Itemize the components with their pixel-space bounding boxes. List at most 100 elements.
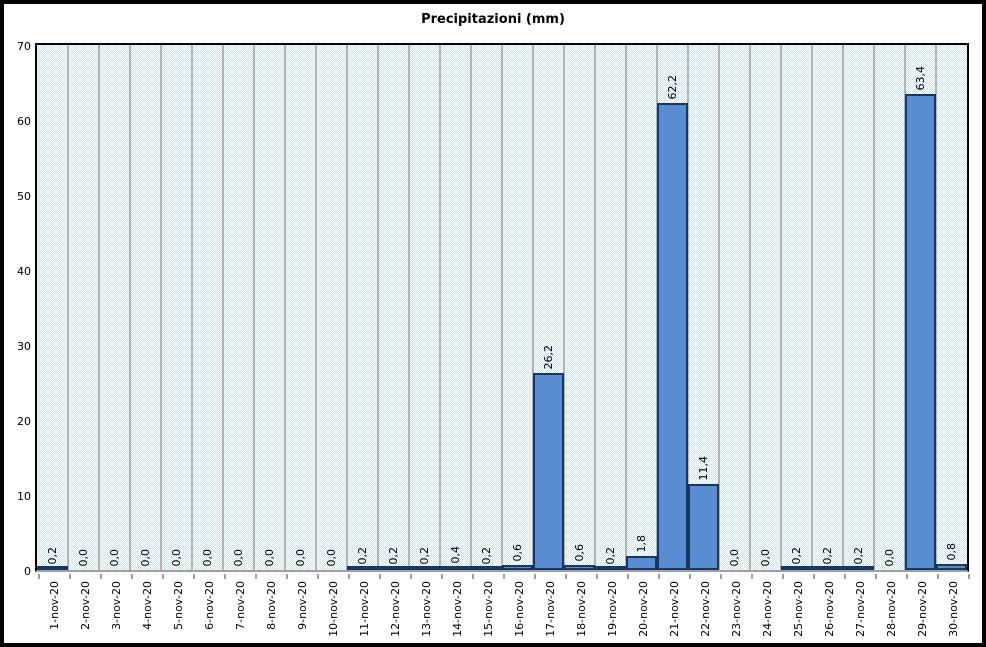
plot-area: 0,2 0,0 0,0 0,0 0,0 0,0 0,0 0,0 0,0 0,0 0,2 0,2 0,2 0… [35,43,969,572]
x-tick-label: 28-nov-20 [876,581,907,643]
x-tick-text: 24-nov-20 [760,581,774,637]
bar [626,556,657,570]
x-tick-text: 2-nov-20 [78,581,92,630]
axis-tick [813,574,815,579]
bar-value-label: 0,4 [440,453,471,564]
axis-tick [844,574,846,579]
bar-value-text: 0,0 [293,548,307,567]
bar-value-text: 0,0 [324,548,338,567]
chart-title: Precipitazioni (mm) [421,12,565,27]
gridline [408,45,410,570]
bar-value-label: 0,2 [378,454,409,565]
bar-value-label: 1,8 [626,442,657,553]
x-tick-text: 28-nov-20 [884,581,898,637]
bar [502,565,533,570]
bar-value-label: 26,2 [533,259,564,370]
bar-value-text: 0,2 [603,546,617,565]
axis-tick [224,574,226,579]
x-tick-label: 17-nov-20 [535,581,566,643]
x-tick-text: 19-nov-20 [605,581,619,637]
gridline [67,45,69,570]
gridline [935,45,937,570]
bar-value-label: 0,2 [409,454,440,565]
x-tick-text: 17-nov-20 [543,581,557,637]
x-tick-text: 8-nov-20 [264,581,278,630]
bar-value-label: 0,2 [812,454,843,565]
x-tick-text: 23-nov-20 [729,581,743,637]
gridline [594,45,596,570]
bar-value-text: 1,8 [634,534,648,553]
bar-value-text: 0,2 [479,546,493,565]
x-tick-label: 22-nov-20 [690,581,721,643]
x-tick-label: 15-nov-20 [473,581,504,643]
x-tick-text: 1-nov-20 [47,581,61,630]
bar-value-text: 0,0 [138,548,152,567]
y-tick-label: 30 [17,340,31,353]
bar-value-label: 0,0 [99,456,130,567]
gridline [315,45,317,570]
bar-value-label: 0,2 [471,454,502,565]
bar-value-label: 0,0 [130,456,161,567]
x-tick-text: 18-nov-20 [574,581,588,637]
axis-tick [255,574,257,579]
gridline [873,45,875,570]
bar [37,566,68,570]
axis-tick [131,574,133,579]
axis-tick [596,574,598,579]
bar-value-text: 0,2 [355,546,369,565]
bar-value-label: 0,0 [750,456,781,567]
x-tick-label: 10-nov-20 [318,581,349,643]
x-tick-text: 22-nov-20 [698,581,712,637]
x-tick-label: 4-nov-20 [132,581,163,643]
bar-value-label: 0,2 [595,454,626,565]
axis-tick [627,574,629,579]
gridline [129,45,131,570]
axis-tick [317,574,319,579]
bar-value-text: 0,0 [262,548,276,567]
bar [533,373,564,570]
x-tick-text: 20-nov-20 [636,581,650,637]
bar-value-label: 0,0 [719,456,750,567]
gridline [377,45,379,570]
x-tick-text: 21-nov-20 [667,581,681,637]
bar-value-text: 0,2 [820,546,834,565]
bar [657,103,688,570]
x-tick-label: 21-nov-20 [659,581,690,643]
gridline [563,45,565,570]
bar-value-label: 0,2 [347,454,378,565]
bar [843,566,874,570]
x-tick-label: 11-nov-20 [349,581,380,643]
bar-value-label: 0,2 [843,454,874,565]
axis-tick [503,574,505,579]
bar-value-text: 63,4 [913,65,927,91]
gridline [191,45,193,570]
x-tick-text: 14-nov-20 [450,581,464,637]
gridline [346,45,348,570]
y-tick-label: 50 [17,190,31,203]
x-tick-text: 6-nov-20 [202,581,216,630]
x-tick-label: 26-nov-20 [814,581,845,643]
bar-value-text: 0,0 [727,548,741,567]
x-tick-text: 9-nov-20 [295,581,309,630]
bar-value-text: 0,0 [169,548,183,567]
axis-tick [193,574,195,579]
x-tick-text: 16-nov-20 [512,581,526,637]
bar-value-label: 0,0 [254,456,285,567]
bar-value-text: 0,0 [231,548,245,567]
axis-tick [286,574,288,579]
bar [440,566,471,570]
x-tick-label: 6-nov-20 [194,581,225,643]
y-tick-label: 0 [24,565,31,578]
bar-value-label: 11,4 [688,370,719,481]
axis-tick [751,574,753,579]
bar-value-label: 0,0 [68,456,99,567]
bar [378,566,409,570]
bar-value-label: 0,0 [285,456,316,567]
bar-value-label: 0,0 [874,456,905,567]
x-tick-label: 30-nov-20 [938,581,969,643]
x-tick-text: 15-nov-20 [481,581,495,637]
gridline [439,45,441,570]
x-tick-text: 26-nov-20 [822,581,836,637]
bar-value-text: 26,2 [541,344,555,370]
x-tick-label: 5-nov-20 [163,581,194,643]
